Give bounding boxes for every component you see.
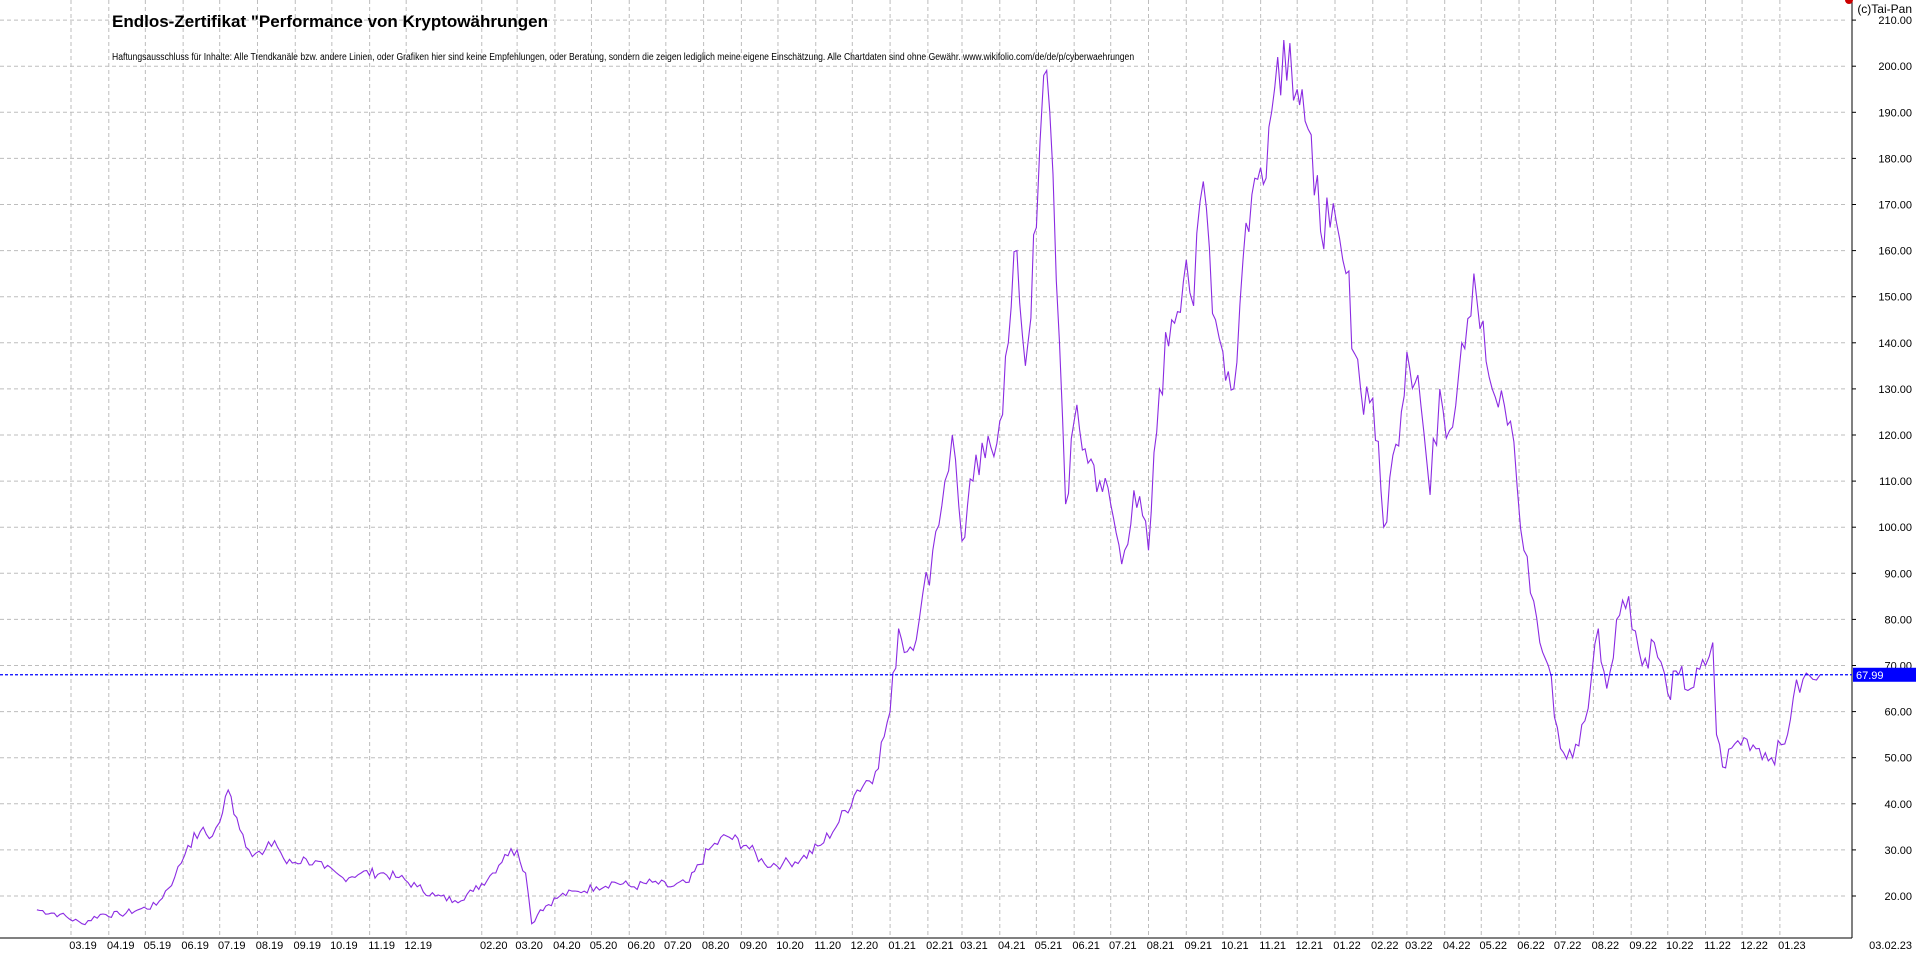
x-tick-label: 12.21: [1295, 940, 1323, 952]
x-tick-label: 05.20: [590, 940, 618, 952]
last-value-box: [1853, 667, 1916, 682]
y-tick-label: 210.00: [1878, 15, 1912, 27]
x-tick-label: 07.19: [218, 940, 246, 952]
y-tick-label: 80.00: [1884, 614, 1912, 626]
x-tick-label: 03.21: [960, 940, 988, 952]
last-value-marker: 67.99: [0, 0, 1916, 682]
y-tick-label: 120.00: [1878, 430, 1912, 442]
y-tick-label: 110.00: [1879, 476, 1912, 488]
y-tick-label: 100.00: [1878, 522, 1912, 534]
y-tick-label: 170.00: [1878, 200, 1912, 212]
x-tick-label: 11.22: [1704, 940, 1731, 952]
x-tick-label: 05.19: [144, 940, 172, 952]
x-tick-label: 09.22: [1629, 940, 1657, 952]
x-tick-label: 05.21: [1035, 940, 1063, 952]
series-line: [36, 39, 1821, 926]
x-tick-label: 10.21: [1221, 940, 1249, 952]
y-tick-label: 90.00: [1884, 568, 1912, 580]
x-tick-label: 01.21: [888, 940, 916, 952]
x-tick-label: 04.20: [553, 940, 581, 952]
x-tick-label: 10.20: [776, 940, 804, 952]
x-tick-label: 06.21: [1072, 940, 1100, 952]
x-tick-label: 06.20: [627, 940, 655, 952]
chart-subtitle: Haftungsausschluss für Inhalte: Alle Tre…: [112, 52, 1135, 63]
corner-dot: [1845, 0, 1853, 4]
y-tick-label: 20.00: [1884, 891, 1912, 903]
x-tick-label: 04.19: [107, 940, 135, 952]
x-tick-label: 11.20: [814, 940, 841, 952]
copyright-label: (c)Tai-Pan: [1857, 2, 1912, 16]
current-date-label: 03.02.23: [1869, 940, 1912, 952]
x-tick-label: 08.22: [1592, 940, 1620, 952]
x-tick-label: 08.21: [1147, 940, 1175, 952]
y-tick-label: 30.00: [1884, 845, 1912, 857]
x-tick-label: 07.22: [1554, 940, 1582, 952]
y-tick-label: 50.00: [1884, 753, 1912, 765]
y-tick-label: 150.00: [1878, 292, 1912, 304]
x-tick-label: 09.19: [294, 940, 322, 952]
x-tick-label: 08.20: [702, 940, 730, 952]
x-tick-label: 10.19: [330, 940, 358, 952]
y-tick-label: 140.00: [1878, 338, 1912, 350]
x-tick-label: 02.20: [480, 940, 508, 952]
x-tick-label: 12.22: [1740, 940, 1768, 952]
last-value-label: 67.99: [1856, 670, 1884, 682]
y-tick-label: 200.00: [1878, 61, 1912, 73]
y-tick-label: 40.00: [1884, 799, 1912, 811]
x-tick-label: 06.22: [1517, 940, 1545, 952]
x-tick-label: 10.22: [1666, 940, 1694, 952]
chart-title: Endlos-Zertifikat "Performance von Krypt…: [112, 12, 548, 31]
x-tick-label: 02.21: [926, 940, 954, 952]
x-tick-label: 06.19: [181, 940, 209, 952]
x-tick-label: 09.21: [1185, 940, 1213, 952]
x-tick-label: 08.19: [256, 940, 284, 952]
x-tick-label: 04.21: [998, 940, 1026, 952]
x-tick-label: 01.22: [1333, 940, 1361, 952]
y-tick-label: 160.00: [1878, 246, 1912, 258]
x-tick-label: 01.23: [1778, 940, 1806, 952]
x-tick-label: 03.20: [515, 940, 543, 952]
x-tick-label: 07.21: [1109, 940, 1137, 952]
x-tick-label: 02.22: [1371, 940, 1399, 952]
x-tick-label: 07.20: [664, 940, 692, 952]
series: [36, 39, 1821, 926]
x-tick-label: 11.19: [368, 940, 395, 952]
grid: [0, 0, 1848, 938]
x-tick-label: 04.22: [1443, 940, 1471, 952]
x-tick-label: 12.19: [404, 940, 432, 952]
y-tick-label: 130.00: [1878, 384, 1912, 396]
x-tick-label: 12.20: [851, 940, 879, 952]
x-tick-label: 11.21: [1259, 940, 1286, 952]
y-tick-label: 180.00: [1878, 153, 1912, 165]
y-tick-label: 190.00: [1878, 107, 1912, 119]
x-tick-label: 03.19: [69, 940, 97, 952]
x-tick-label: 05.22: [1479, 940, 1507, 952]
x-tick-label: 03.22: [1405, 940, 1433, 952]
y-tick-label: 60.00: [1884, 707, 1912, 719]
x-tick-label: 09.20: [740, 940, 768, 952]
